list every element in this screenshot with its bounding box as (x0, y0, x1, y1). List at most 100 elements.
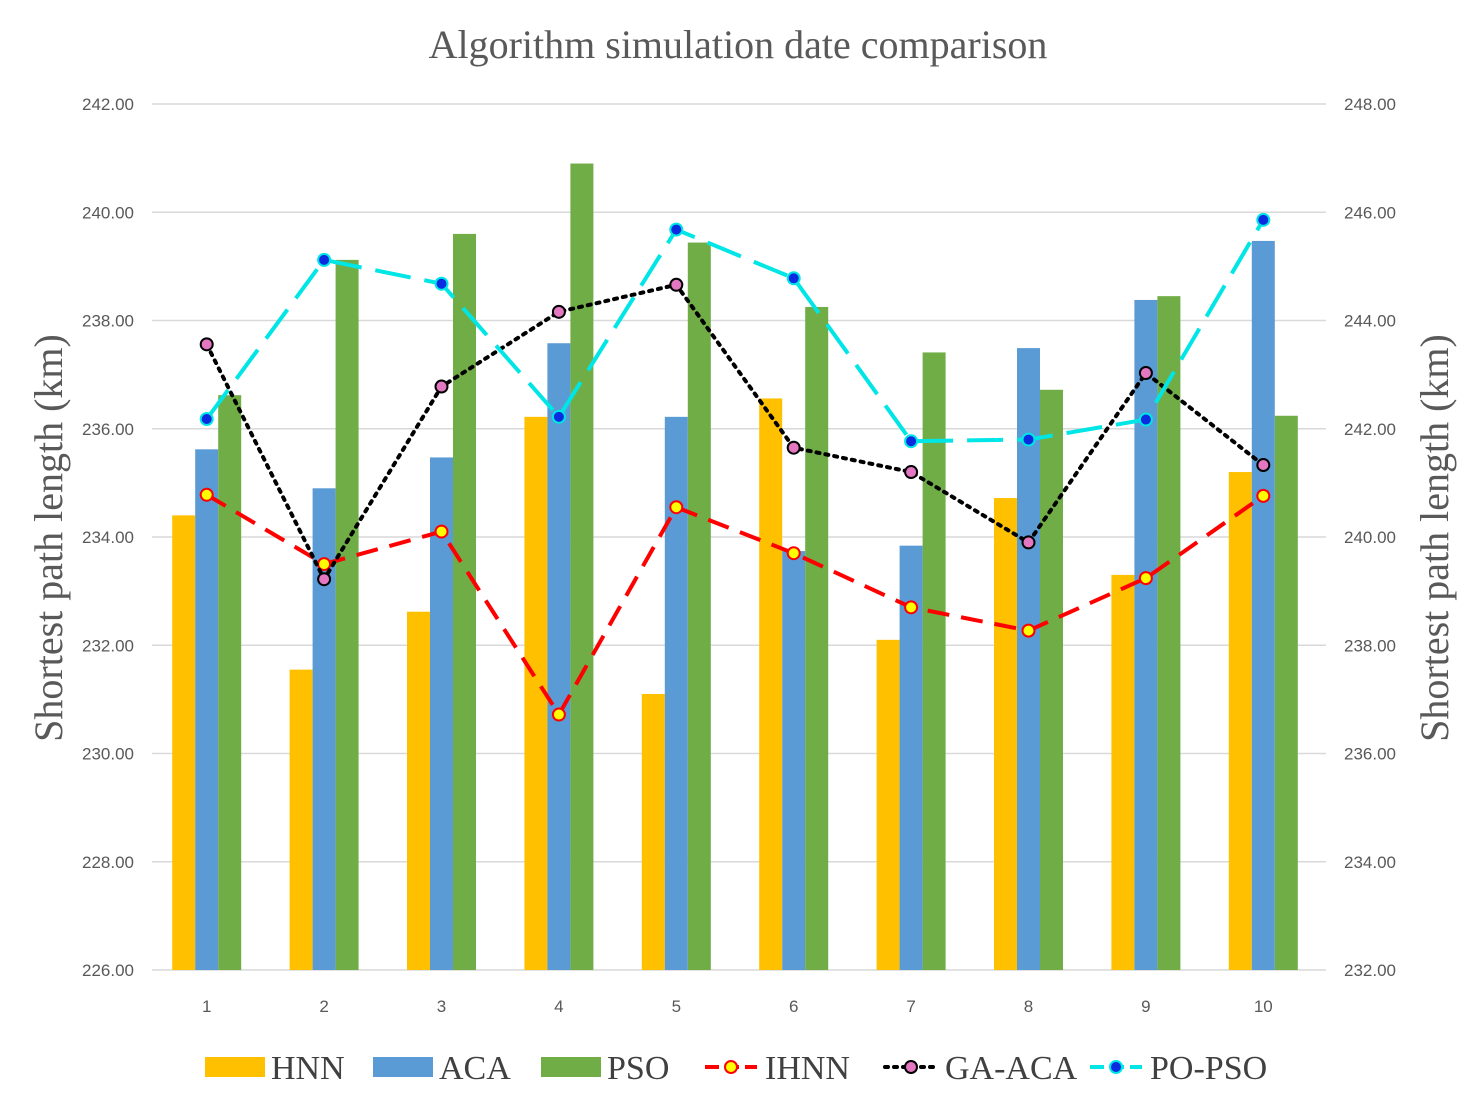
legend-label-hnn: HNN (271, 1050, 345, 1087)
bar-aca-4 (547, 343, 571, 970)
line-ga-aca (204, 282, 1266, 584)
marker-ga-aca-3 (434, 379, 449, 394)
legend-label-ga-aca: GA-ACA (945, 1050, 1078, 1087)
legend-label-ihnn: IHNN (765, 1050, 850, 1087)
bar-pso-9 (1157, 296, 1181, 970)
marker-ihnn-3 (434, 524, 449, 539)
bar-pso-5 (687, 242, 711, 970)
legend-marker-ihnn (724, 1060, 738, 1074)
left-y-tick-label: 228.00 (82, 853, 134, 872)
marker-ga-aca-6 (786, 440, 801, 455)
legend-label-pso: PSO (607, 1050, 669, 1087)
left-y-tick-label: 240.00 (82, 203, 134, 222)
x-tick-label: 5 (672, 997, 681, 1016)
left-y-tick-label: 232.00 (82, 636, 134, 655)
left-y-tick-label: 226.00 (82, 961, 134, 980)
marker-ihnn-6 (786, 546, 801, 561)
bar-hnn-1 (172, 515, 196, 970)
marker-po-pso-6 (786, 271, 801, 286)
bar-hnn-7 (876, 639, 900, 970)
left-y-tick-label: 230.00 (82, 745, 134, 764)
right-y-tick-label: 234.00 (1344, 853, 1396, 872)
x-tick-label: 6 (789, 997, 798, 1016)
marker-po-pso-10 (1256, 212, 1271, 227)
left-y-tick-label: 242.00 (82, 95, 134, 114)
legend-label-aca: ACA (439, 1050, 511, 1087)
right-y-tick-label: 236.00 (1344, 745, 1396, 764)
bar-pso-8 (1040, 389, 1063, 970)
bar-pso-4 (570, 163, 594, 971)
bar-pso-3 (453, 233, 476, 970)
legend: HNN ACA PSO IHNN GA-ACA PO-PSO (205, 1050, 1267, 1087)
marker-ihnn-4 (551, 707, 566, 722)
right-y-tick-label: 242.00 (1344, 420, 1396, 439)
marker-ga-aca-10 (1256, 458, 1271, 473)
marker-po-pso-3 (434, 276, 449, 291)
left-y-tick-label: 234.00 (82, 528, 134, 547)
marker-po-pso-5 (669, 222, 684, 237)
x-tick-label: 1 (202, 997, 211, 1016)
bar-aca-8 (1017, 348, 1040, 970)
legend-swatch-aca (373, 1057, 433, 1077)
line-series-group (199, 212, 1271, 722)
right-y-tick-label: 232.00 (1344, 961, 1396, 980)
bar-hnn-10 (1228, 472, 1252, 970)
bar-aca-10 (1251, 240, 1275, 970)
marker-po-pso-1 (199, 412, 214, 427)
bar-hnn-3 (407, 611, 430, 970)
marker-ihnn-8 (1021, 623, 1036, 638)
legend-marker-ga-aca (904, 1060, 918, 1074)
x-tick-label: 10 (1254, 997, 1273, 1016)
right-y-tick-label: 240.00 (1344, 528, 1396, 547)
x-tick-label: 9 (1141, 997, 1150, 1016)
marker-po-pso-4 (551, 409, 566, 424)
chart-title: Algorithm simulation date comparison (429, 22, 1048, 67)
marker-ihnn-5 (669, 500, 684, 515)
marker-po-pso-2 (317, 252, 332, 267)
x-axis-ticks: 1 2 3 4 5 6 7 8 9 10 (202, 997, 1273, 1016)
legend-swatch-pso (541, 1057, 601, 1077)
bar-hnn-5 (641, 693, 665, 970)
bar-aca-1 (195, 449, 219, 970)
marker-ihnn-9 (1138, 571, 1153, 586)
marker-ga-aca-4 (551, 304, 566, 319)
marker-ga-aca-8 (1021, 535, 1036, 550)
bar-aca-3 (430, 457, 453, 970)
left-y-axis-ticks: 226.00 228.00 230.00 232.00 234.00 236.00 238.… (82, 95, 134, 980)
legend-marker-po-pso (1109, 1060, 1123, 1074)
bar-hnn-2 (289, 669, 313, 970)
bar-pso-1 (218, 395, 242, 970)
marker-ihnn-1 (199, 487, 214, 502)
bar-pso-7 (922, 352, 946, 971)
line-ihnn (205, 493, 1265, 719)
bar-hnn-9 (1111, 574, 1135, 970)
x-tick-label: 8 (1024, 997, 1033, 1016)
bar-hnn-8 (994, 498, 1017, 970)
bar-hnn-4 (524, 416, 548, 970)
line-po-pso (205, 218, 1266, 444)
bar-series-group (172, 163, 1298, 971)
x-tick-label: 4 (554, 997, 563, 1016)
left-y-axis-title: Shortest path length (km) (26, 334, 71, 742)
marker-po-pso-9 (1138, 412, 1153, 427)
marker-po-pso-7 (904, 434, 919, 449)
marker-ga-aca-7 (904, 465, 919, 480)
x-tick-label: 2 (319, 997, 328, 1016)
left-y-tick-label: 238.00 (82, 312, 134, 331)
x-tick-label: 3 (437, 997, 446, 1016)
bar-pso-10 (1274, 415, 1298, 970)
bar-aca-6 (782, 551, 806, 970)
right-y-axis-ticks: 232.00 234.00 236.00 238.00 240.00 242.00 244.… (1344, 95, 1396, 980)
bar-aca-5 (664, 416, 688, 970)
right-y-tick-label: 248.00 (1344, 95, 1396, 114)
bar-aca-7 (899, 545, 923, 970)
marker-ihnn-7 (904, 600, 919, 615)
x-tick-label: 7 (906, 997, 915, 1016)
marker-ga-aca-5 (669, 277, 684, 292)
legend-label-po-pso: PO-PSO (1150, 1050, 1267, 1087)
marker-ga-aca-2 (317, 572, 332, 587)
bar-hnn-6 (759, 398, 783, 970)
marker-ga-aca-1 (199, 337, 214, 352)
legend-swatch-hnn (205, 1057, 265, 1077)
